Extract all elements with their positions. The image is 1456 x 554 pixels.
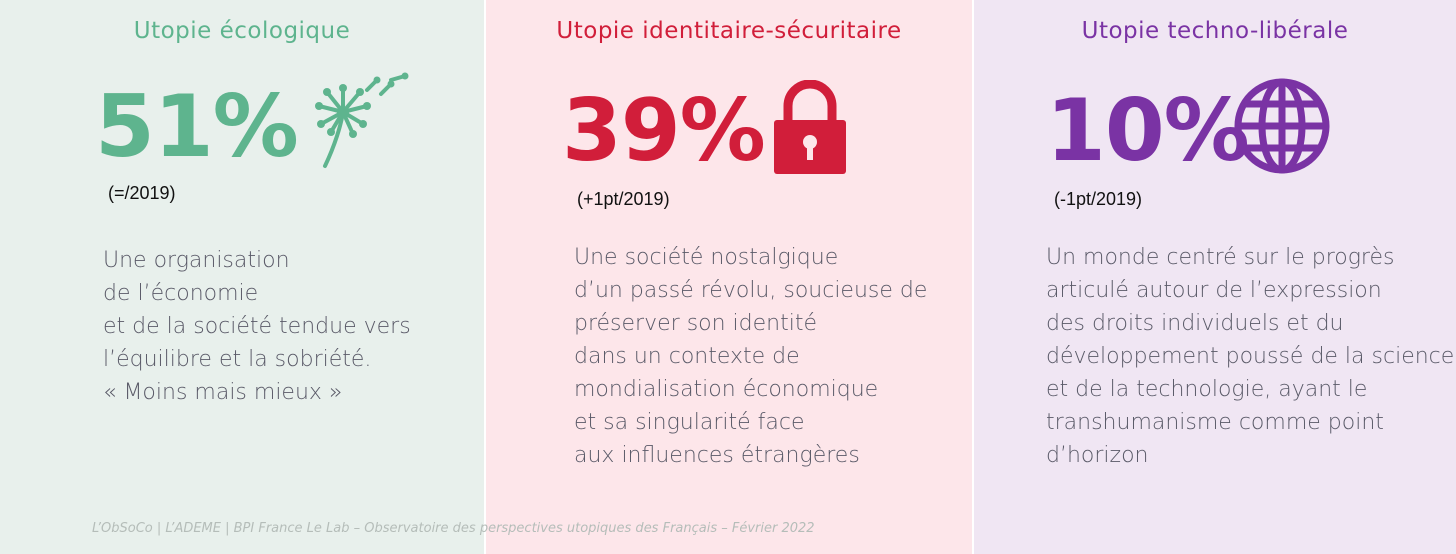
description-line: et de la technologie, ayant le <box>1046 377 1368 402</box>
description-line: d’un passé révolu, soucieuse de <box>574 278 928 303</box>
change-vs-2019: (=/2019) <box>108 183 176 203</box>
panel-title: Utopie identitaire-sécuritaire <box>556 18 902 44</box>
panel-title: Utopie écologique <box>133 18 351 44</box>
description-line: Un monde centré sur le progrès <box>1046 245 1395 270</box>
description-line: Une société nostalgique <box>574 245 839 270</box>
description-line: et de la société tendue vers <box>103 314 411 339</box>
source-footer: L’ObSoCo | L’ADEME | BPI France Le Lab –… <box>92 521 815 536</box>
panel-securitaire: Utopie identitaire-sécuritaire 39% (+1pt… <box>484 0 972 554</box>
change-vs-2019: (-1pt/2019) <box>1054 189 1143 209</box>
panel-title: Utopie techno-libérale <box>1081 18 1349 44</box>
panel-description: Une organisation de l’économie et de la … <box>103 244 411 409</box>
description-line: Une organisation <box>103 248 290 273</box>
description-line: aux influences étrangères <box>574 443 860 468</box>
panel-description: Une société nostalgique d’un passé révol… <box>574 241 927 472</box>
description-line: dans un contexte de <box>574 344 800 369</box>
panel-liberale: Utopie techno-libérale 10% (-1pt/2019) U… <box>972 0 1456 554</box>
description-line: et sa singularité face <box>574 410 805 435</box>
description-line: l’équilibre et la sobriété. <box>103 347 372 372</box>
panel-description: Un monde centré sur le progrès articulé … <box>1046 241 1454 472</box>
panel-ecologique: Utopie écologique 51% (=/2019) <box>0 0 484 554</box>
description-line: mondialisation économique <box>574 377 879 402</box>
description-line: de l’économie <box>103 281 259 306</box>
description-line: préserver son identité <box>574 311 818 336</box>
change-vs-2019: (+1pt/2019) <box>577 189 670 209</box>
description-line: des droits individuels et du <box>1046 311 1344 336</box>
description-line: transhumanisme comme point <box>1046 410 1384 435</box>
globe-icon <box>1234 78 1330 174</box>
dandelion-icon <box>315 72 409 168</box>
percentage-value: 51% <box>95 77 299 177</box>
padlock-icon <box>774 80 846 174</box>
description-line: « Moins mais mieux » <box>103 380 343 405</box>
description-line: développement poussé de la science <box>1046 344 1455 369</box>
percentage-value: 39% <box>562 81 766 181</box>
description-line: articulé autour de l’expression <box>1046 278 1382 303</box>
description-line: d’horizon <box>1046 443 1149 468</box>
percentage-value: 10% <box>1046 81 1250 181</box>
